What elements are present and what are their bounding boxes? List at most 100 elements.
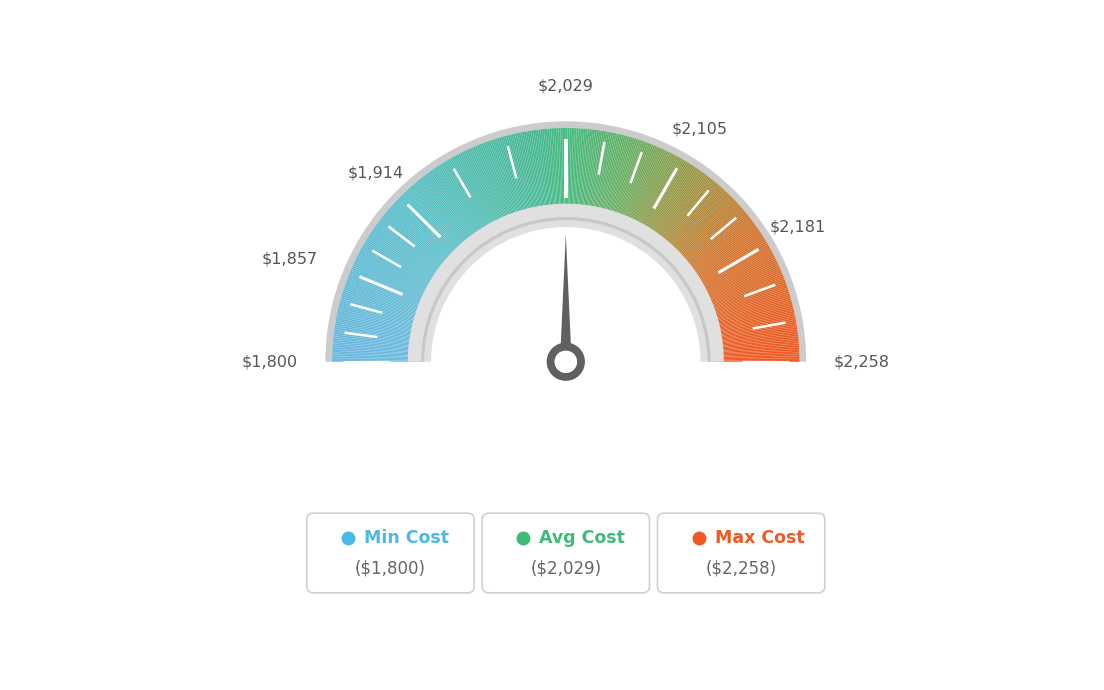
Wedge shape [361,248,440,293]
Wedge shape [652,176,709,248]
Wedge shape [475,146,511,230]
Wedge shape [594,132,613,221]
Text: ($1,800): ($1,800) [355,560,426,578]
Wedge shape [631,155,676,235]
Wedge shape [625,148,664,231]
Wedge shape [611,139,640,226]
Text: $2,258: $2,258 [835,354,890,369]
Wedge shape [339,302,427,326]
Wedge shape [369,235,445,285]
Wedge shape [588,131,604,220]
Wedge shape [701,282,786,314]
Wedge shape [708,333,798,345]
Text: Max Cost: Max Cost [714,529,804,547]
Wedge shape [455,155,499,235]
Wedge shape [708,325,797,340]
Wedge shape [707,316,795,335]
Wedge shape [612,140,641,226]
Wedge shape [349,274,433,309]
Wedge shape [647,170,700,244]
Wedge shape [683,229,760,281]
Wedge shape [608,138,636,225]
Wedge shape [705,307,794,329]
Wedge shape [660,185,721,254]
Wedge shape [649,172,703,246]
Wedge shape [675,208,744,268]
Wedge shape [561,128,563,218]
Wedge shape [332,347,423,354]
Wedge shape [707,318,796,336]
Wedge shape [705,310,795,331]
Wedge shape [428,172,482,246]
Wedge shape [363,243,443,290]
Text: Min Cost: Min Cost [364,529,449,547]
Wedge shape [641,164,691,241]
Wedge shape [709,356,799,359]
FancyBboxPatch shape [307,513,474,593]
Wedge shape [333,334,423,346]
Wedge shape [687,235,763,285]
Wedge shape [408,188,470,255]
Wedge shape [337,310,426,331]
Wedge shape [564,128,565,218]
Wedge shape [709,358,799,361]
Wedge shape [699,276,784,310]
Wedge shape [355,257,437,299]
Wedge shape [421,177,478,249]
Wedge shape [433,168,485,244]
Wedge shape [491,139,521,226]
Wedge shape [701,286,787,316]
Wedge shape [576,128,584,219]
Wedge shape [618,144,654,229]
Wedge shape [505,136,529,224]
Wedge shape [675,210,745,269]
Wedge shape [686,232,761,283]
Wedge shape [620,146,657,230]
Wedge shape [692,250,773,295]
Wedge shape [630,152,672,234]
Wedge shape [640,161,688,239]
Wedge shape [463,151,503,233]
Wedge shape [709,344,799,352]
Wedge shape [349,273,433,308]
Text: ($2,029): ($2,029) [530,560,602,578]
Wedge shape [676,211,746,270]
Wedge shape [640,162,690,240]
Text: $1,857: $1,857 [262,252,318,267]
Wedge shape [709,349,799,355]
Wedge shape [614,141,645,227]
Wedge shape [572,128,576,219]
Wedge shape [709,351,799,356]
Wedge shape [657,181,714,251]
Wedge shape [461,152,502,233]
Wedge shape [351,269,434,306]
Wedge shape [565,128,567,218]
Wedge shape [357,255,438,297]
Wedge shape [371,232,446,283]
Wedge shape [340,300,427,325]
Wedge shape [459,152,501,234]
Wedge shape [703,297,790,323]
Wedge shape [432,170,485,244]
Wedge shape [427,172,481,246]
Wedge shape [705,309,794,331]
Wedge shape [593,132,612,221]
Wedge shape [347,277,432,311]
Wedge shape [436,166,487,242]
Wedge shape [707,315,795,334]
Wedge shape [708,331,798,344]
Wedge shape [704,304,793,327]
Wedge shape [655,178,712,250]
Wedge shape [407,204,724,362]
Wedge shape [425,221,707,362]
Wedge shape [679,217,751,274]
Wedge shape [690,246,769,292]
Wedge shape [424,175,479,248]
Wedge shape [647,168,699,244]
Wedge shape [656,179,713,250]
Wedge shape [694,257,776,299]
Wedge shape [374,226,449,279]
Wedge shape [332,351,423,356]
Wedge shape [709,345,799,353]
Wedge shape [411,185,471,254]
